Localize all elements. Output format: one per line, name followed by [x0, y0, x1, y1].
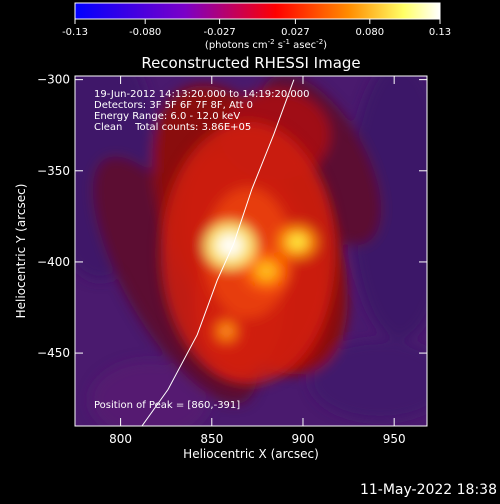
y-tick-label: −300: [37, 73, 70, 87]
emission-source-core: [217, 322, 236, 340]
colorbar-tick-label: 0.027: [281, 27, 310, 38]
x-tick-label: 900: [292, 432, 315, 446]
y-axis-label: Heliocentric Y (arcsec): [14, 184, 28, 319]
solar-limb-curve: [141, 79, 295, 426]
plot-frame: [74, 75, 428, 427]
chart-title: Reconstructed RHESSI Image: [141, 54, 360, 72]
colorbar-tick-label: -0.080: [129, 27, 161, 38]
x-tick-label: 800: [109, 432, 132, 446]
colorbar: [74, 2, 441, 20]
info-block: 19-Jun-2012 14:13:20.000 to 14:19:20.000…: [94, 89, 310, 133]
image-area: [75, 76, 427, 426]
emission-source-core: [287, 233, 308, 251]
emission-source-core: [254, 260, 279, 282]
y-tick-label: −400: [37, 255, 70, 269]
axis-ticks: 800 850 900 950 −300 −350 −400 −450: [37, 73, 427, 446]
colorbar-ticks: -0.13 -0.080 -0.027 0.027 0.080 0.13: [62, 19, 451, 38]
y-tick-label: −350: [37, 164, 70, 178]
info-line-time: 19-Jun-2012 14:13:20.000 to 14:19:20.000: [94, 89, 310, 100]
x-tick-label: 950: [383, 432, 406, 446]
x-axis-label: Heliocentric X (arcsec): [183, 447, 319, 461]
colorbar-tick-label: 0.080: [355, 27, 384, 38]
info-line-counts: Clean Total counts: 3.86E+05: [94, 122, 251, 133]
colorbar-tick-label: -0.13: [62, 27, 88, 38]
info-line-detectors: Detectors: 3F 5F 6F 7F 8F, Att 0: [94, 100, 253, 111]
emission-source-core: [216, 233, 244, 258]
colorbar-tick-label: -0.027: [203, 27, 235, 38]
x-tick-label: 850: [200, 432, 223, 446]
timestamp: 11-May-2022 18:38: [360, 482, 497, 498]
peak-position-label: Position of Peak = [860,-391]: [94, 400, 240, 411]
y-tick-label: −450: [37, 346, 70, 360]
info-line-energy: Energy Range: 6.0 - 12.0 keV: [94, 111, 240, 122]
colorbar-unit: (photons cm-2 s-1 asec-2): [205, 38, 327, 51]
colorbar-tick-label: 0.13: [429, 27, 451, 38]
